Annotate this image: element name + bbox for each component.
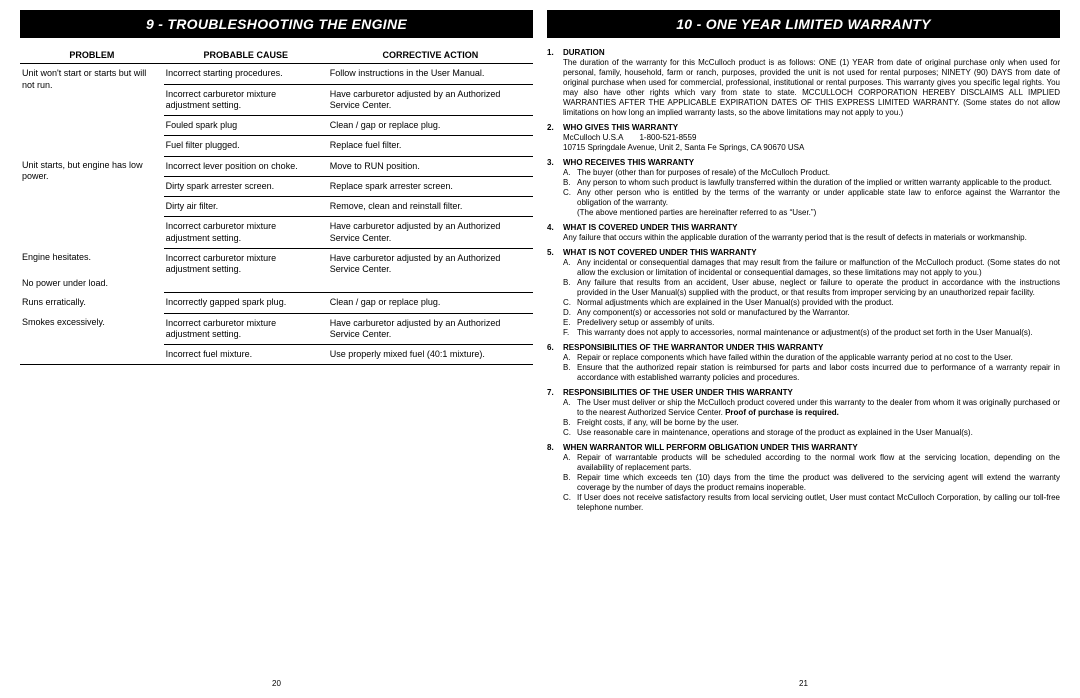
warranty-sub-item: E.Predelivery setup or assembly of units… — [577, 318, 1060, 328]
warranty-section: 7.RESPONSIBILITIES OF THE USER UNDER THI… — [547, 388, 1060, 438]
warranty-sub-item: A.The User must deliver or ship the McCu… — [577, 398, 1060, 418]
warranty-section: 3.WHO RECEIVES THIS WARRANTYA.The buyer … — [547, 158, 1060, 218]
warranty-sub-item: F.This warranty does not apply to access… — [577, 328, 1060, 338]
warranty-sub-item: C.If User does not receive satisfactory … — [577, 493, 1060, 513]
warranty-section: 5.WHAT IS NOT COVERED UNDER THIS WARRANT… — [547, 248, 1060, 338]
warranty-section: 4.WHAT IS COVERED UNDER THIS WARRANTYAny… — [547, 223, 1060, 243]
action-cell: Replace spark arrester screen. — [328, 176, 533, 196]
problem-cell: Unit starts, but engine has low power. — [20, 156, 164, 248]
action-cell: Replace fuel filter. — [328, 136, 533, 156]
warranty-sub-item: C.Use reasonable care in maintenance, op… — [577, 428, 1060, 438]
warranty-sub-item: B.Freight costs, if any, will be borne b… — [577, 418, 1060, 428]
warranty-section: 1.DURATIONThe duration of the warranty f… — [547, 48, 1060, 118]
table-header-row: PROBLEM PROBABLE CAUSE CORRECTIVE ACTION — [20, 48, 533, 64]
action-cell: Clean / gap or replace plug. — [328, 116, 533, 136]
warranty-sub-item: D.Any component(s) or accessories not so… — [577, 308, 1060, 318]
section-header-warranty: 10 - ONE YEAR LIMITED WARRANTY — [547, 10, 1060, 38]
warranty-sub-item: A.The buyer (other than for purposes of … — [577, 168, 1060, 178]
warranty-sub-item: A.Repair of warrantable products will be… — [577, 453, 1060, 473]
table-row: Unit starts, but engine has low power.In… — [20, 156, 533, 176]
warranty-sub-item: A.Any incidental or consequential damage… — [577, 258, 1060, 278]
table-row: Unit won't start or starts but will not … — [20, 64, 533, 84]
problem-cell: Unit won't start or starts but will not … — [20, 64, 164, 156]
action-cell: Follow instructions in the User Manual. — [328, 64, 533, 84]
table-row: Engine hesitates.No power under load.Inc… — [20, 248, 533, 293]
action-cell: Use properly mixed fuel (40:1 mixture). — [328, 345, 533, 365]
action-cell: Have carburetor adjusted by an Authorize… — [328, 84, 533, 116]
cause-cell: Fouled spark plug — [164, 116, 328, 136]
troubleshooting-table: PROBLEM PROBABLE CAUSE CORRECTIVE ACTION… — [20, 48, 533, 365]
warranty-section: 2.WHO GIVES THIS WARRANTYMcCulloch U.S.A… — [547, 123, 1060, 153]
warranty-sub-item: C.Any other person who is entitled by th… — [577, 188, 1060, 208]
cause-cell: Dirty air filter. — [164, 197, 328, 217]
cause-cell: Incorrectly gapped spark plug. — [164, 293, 328, 313]
cause-cell: Incorrect carburetor mixture adjustment … — [164, 217, 328, 249]
problem-cell: Engine hesitates.No power under load. — [20, 248, 164, 293]
page-number-left: 20 — [20, 673, 533, 688]
cause-cell: Incorrect fuel mixture. — [164, 345, 328, 365]
cause-cell: Incorrect carburetor mixture adjustment … — [164, 84, 328, 116]
warranty-sub-item: C.Normal adjustments which are explained… — [577, 298, 1060, 308]
warranty-section: 6.RESPONSIBILITIES OF THE WARRANTOR UNDE… — [547, 343, 1060, 383]
action-cell: Have carburetor adjusted by an Authorize… — [328, 217, 533, 249]
warranty-body: 1.DURATIONThe duration of the warranty f… — [547, 48, 1060, 518]
problem-cell: Runs erratically. — [20, 293, 164, 313]
action-cell: Clean / gap or replace plug. — [328, 293, 533, 313]
page-number-right: 21 — [547, 673, 1060, 688]
cause-cell: Incorrect starting procedures. — [164, 64, 328, 84]
col-problem: PROBLEM — [20, 48, 164, 64]
cause-cell: Incorrect lever position on choke. — [164, 156, 328, 176]
page-left: 9 - TROUBLESHOOTING THE ENGINE PROBLEM P… — [20, 10, 533, 688]
table-row: Runs erratically.Incorrectly gapped spar… — [20, 293, 533, 313]
problem-cell: Smokes excessively. — [20, 313, 164, 365]
cause-cell: Incorrect carburetor mixture adjustment … — [164, 313, 328, 345]
warranty-sub-item: B.Any person to whom such product is law… — [577, 178, 1060, 188]
action-cell: Remove, clean and reinstall filter. — [328, 197, 533, 217]
col-cause: PROBABLE CAUSE — [164, 48, 328, 64]
action-cell: Move to RUN position. — [328, 156, 533, 176]
col-action: CORRECTIVE ACTION — [328, 48, 533, 64]
action-cell: Have carburetor adjusted by an Authorize… — [328, 313, 533, 345]
warranty-sub-item: B.Repair time which exceeds ten (10) day… — [577, 473, 1060, 493]
cause-cell: Fuel filter plugged. — [164, 136, 328, 156]
warranty-sub-item: B.Ensure that the authorized repair stat… — [577, 363, 1060, 383]
cause-cell: Incorrect carburetor mixture adjustment … — [164, 248, 328, 293]
warranty-sub-item: A.Repair or replace components which hav… — [577, 353, 1060, 363]
page-right: 10 - ONE YEAR LIMITED WARRANTY 1.DURATIO… — [547, 10, 1060, 688]
warranty-sub-item: B.Any failure that results from an accid… — [577, 278, 1060, 298]
warranty-section: 8.WHEN WARRANTOR WILL PERFORM OBLIGATION… — [547, 443, 1060, 513]
section-header-troubleshooting: 9 - TROUBLESHOOTING THE ENGINE — [20, 10, 533, 38]
action-cell: Have carburetor adjusted by an Authorize… — [328, 248, 533, 293]
cause-cell: Dirty spark arrester screen. — [164, 176, 328, 196]
table-row: Smokes excessively.Incorrect carburetor … — [20, 313, 533, 345]
